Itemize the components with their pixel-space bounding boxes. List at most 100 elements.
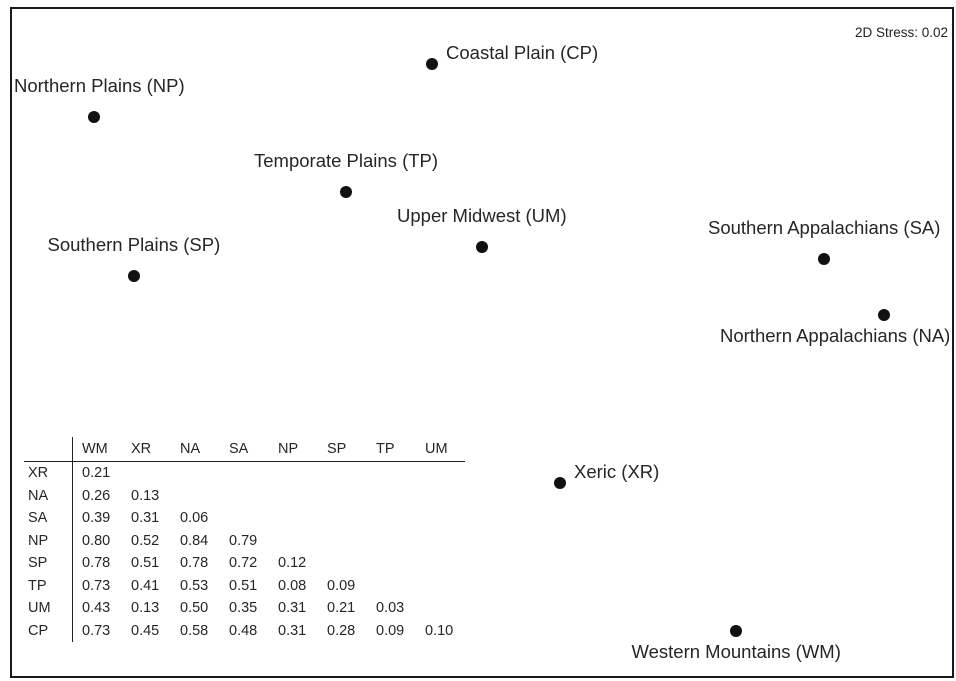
matrix-cell: 0.03 [376,600,405,617]
matrix-row: CP 0.73 0.45 0.58 0.48 0.31 0.28 0.09 0.10 [24,619,465,642]
matrix-cell: 0.39 [82,510,111,527]
point-marker [88,111,100,123]
matrix-cell: 0.35 [229,600,258,617]
matrix-row-header: NP [24,529,73,552]
matrix-column-header: SA [220,437,269,462]
matrix-cell [220,462,269,485]
point-marker [818,253,830,265]
matrix-cell [269,507,318,530]
matrix-cell: 0.45 [131,622,160,639]
matrix-cell: 0.84 [180,532,209,549]
matrix-cell: 0.58 [180,622,209,639]
matrix-cell [220,485,269,508]
matrix-row: NP 0.80 0.52 0.84 0.79 [24,529,465,553]
stress-label: 2D Stress: 0.02 [854,25,948,40]
matrix-cell [122,462,171,485]
matrix-cell [416,462,465,485]
point-label: Southern Appalachians (SA) [708,217,941,238]
matrix-cell [171,462,220,485]
point-marker [128,270,140,282]
point-label: Coastal Plain (CP) [446,42,599,63]
point-label: Western Mountains (WM) [631,641,841,662]
matrix-cell: 0.06 [180,510,209,527]
matrix-cell [416,552,465,575]
matrix-column-header: UM [416,437,465,462]
matrix-header-row: WM XR NA SA NP SP TP UM [24,437,465,462]
matrix-cell: 0.73 [82,577,111,594]
matrix-row: TP 0.73 0.41 0.53 0.51 0.08 0.09 [24,574,465,598]
matrix-column-header: TP [367,437,416,462]
matrix-cell: 0.31 [278,600,307,617]
matrix-cell: 0.78 [82,555,111,572]
point-label: Upper Midwest (UM) [397,205,567,226]
matrix-cell [220,507,269,530]
matrix-corner [24,437,73,462]
matrix-cell: 0.13 [131,487,160,504]
matrix-cell: 0.51 [229,577,258,594]
matrix-row-header: XR [24,461,73,485]
matrix-cell [318,552,367,575]
matrix-cell: 0.73 [82,622,111,639]
point-marker [554,477,566,489]
matrix-row-header: TP [24,574,73,597]
matrix-row-header: SP [24,552,73,575]
matrix-cell: 0.52 [131,532,160,549]
matrix-cell: 0.28 [327,622,356,639]
point-marker [878,309,890,321]
matrix-cell [367,530,416,553]
matrix-cell [269,462,318,485]
matrix-row: NA 0.26 0.13 [24,484,465,508]
matrix-cell [367,485,416,508]
matrix-cell: 0.72 [229,555,258,572]
nmds-plot-frame: 2D Stress: 0.02 Coastal Plain (CP) Northe… [10,7,954,678]
matrix-column-header: NA [171,437,220,462]
matrix-column-header: WM [72,437,122,462]
matrix-cell: 0.79 [229,532,258,549]
matrix-cell: 0.50 [180,600,209,617]
matrix-cell [318,530,367,553]
matrix-column-header: SP [318,437,367,462]
matrix-cell [171,485,220,508]
matrix-cell: 0.26 [82,487,111,504]
matrix-cell: 0.53 [180,577,209,594]
matrix-cell: 0.78 [180,555,209,572]
point-label: Northern Appalachians (NA) [720,325,951,346]
matrix-cell [269,485,318,508]
matrix-cell: 0.43 [82,600,111,617]
matrix-cell [367,507,416,530]
point-marker [340,186,352,198]
dissimilarity-matrix: WM XR NA SA NP SP TP UM XR 0.21 NA 0.26 0.13 SA 0.39 0… [24,437,465,642]
matrix-body: XR 0.21 NA 0.26 0.13 SA 0.39 0.31 0.06 NP 0.80 0.52… [24,461,465,642]
matrix-cell [416,485,465,508]
point-label: Southern Plains (SP) [47,234,221,255]
matrix-cell: 0.13 [131,600,160,617]
matrix-row: SP 0.78 0.51 0.78 0.72 0.12 [24,552,465,575]
matrix-cell: 0.41 [131,577,160,594]
point-marker [730,625,742,637]
matrix-row: SA 0.39 0.31 0.06 [24,507,465,530]
matrix-cell: 0.09 [376,622,405,639]
matrix-cell: 0.51 [131,555,160,572]
matrix-cell [318,462,367,485]
matrix-cell [416,575,465,598]
matrix-cell [367,575,416,598]
matrix-cell: 0.31 [278,622,307,639]
matrix-row-header: UM [24,597,73,620]
matrix-cell: 0.21 [327,600,356,617]
matrix-cell: 0.09 [327,577,356,594]
point-marker [476,241,488,253]
matrix-row: XR 0.21 [24,461,465,485]
matrix-cell [367,462,416,485]
matrix-cell [318,507,367,530]
point-label: Xeric (XR) [574,461,660,482]
point-label: Northern Plains (NP) [14,75,185,96]
matrix-cell [318,485,367,508]
matrix-column-header: XR [122,437,171,462]
matrix-cell: 0.12 [278,555,307,572]
point-marker [426,58,438,70]
matrix-cell: 0.10 [425,622,454,639]
matrix-cell: 0.48 [229,622,258,639]
matrix-cell: 0.21 [82,465,111,482]
matrix-cell [416,597,465,620]
matrix-cell [269,530,318,553]
